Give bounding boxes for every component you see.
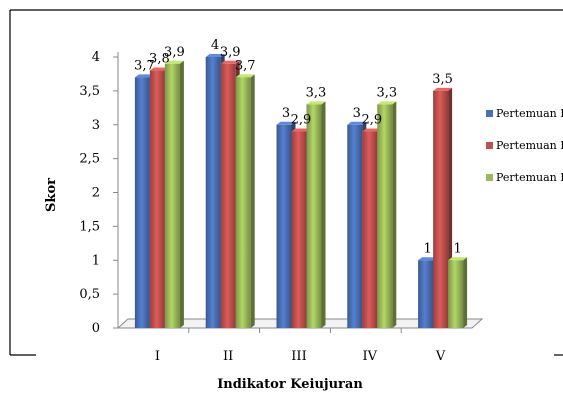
bar-side [250, 74, 255, 328]
bar-top [134, 74, 154, 78]
x-tick-label: II [223, 349, 233, 364]
bar-top [306, 101, 326, 105]
x-tick-label: I [155, 349, 160, 364]
x-tick-label: IV [363, 349, 378, 364]
bar-top [220, 60, 240, 64]
bar-front [433, 90, 449, 328]
data-label: 3,8 [149, 52, 170, 67]
y-tick-label: 0 [92, 321, 100, 336]
bar-pertemuan-iii-iii [306, 101, 326, 328]
bar-top [433, 87, 453, 91]
y-tick-label: 0,5 [79, 287, 100, 302]
data-label: 1 [453, 241, 461, 256]
data-label: 3,9 [164, 45, 185, 60]
legend-label: Pertemuan I [496, 107, 563, 120]
bar-top [418, 257, 438, 261]
y-tick-label: 2,5 [79, 152, 100, 167]
bar-top [347, 121, 367, 125]
bar-top [362, 128, 382, 132]
bar-side [463, 257, 468, 328]
bar-side [179, 60, 184, 329]
data-label: 3,7 [134, 58, 155, 73]
y-tick-label: 3 [92, 118, 100, 133]
legend-swatch [486, 110, 493, 117]
legend-item-2: Pertemuan II [486, 139, 563, 152]
legend-swatch [486, 174, 493, 181]
x-tick-label: III [291, 349, 306, 364]
bar-front [448, 260, 464, 328]
bar-top [164, 60, 184, 64]
bar-front [291, 131, 307, 328]
bar-pertemuan-iii-i [164, 60, 184, 329]
data-label: 2,9 [361, 113, 382, 128]
data-label: 3,3 [306, 85, 327, 100]
bar-front [377, 104, 393, 328]
bar-front [306, 104, 322, 328]
bar-top [235, 74, 255, 78]
data-label: 4 [211, 38, 219, 53]
bar-side [392, 101, 397, 328]
y-tick-label: 3,5 [79, 84, 100, 99]
bar-front [220, 63, 236, 329]
bar-top [448, 257, 468, 261]
legend-swatch [486, 142, 493, 149]
bar-front [418, 260, 434, 328]
bar-side [321, 101, 326, 328]
legend-item-1: Pertemuan I [486, 107, 563, 120]
data-label: 3,3 [376, 85, 397, 100]
bar-front [276, 124, 292, 328]
data-label: 1 [423, 241, 431, 256]
bar-front [134, 77, 150, 328]
bar-top [149, 67, 169, 71]
legend-label: Pertemuan III [496, 171, 563, 184]
legend-label: Pertemuan II [496, 139, 563, 152]
data-label: 3 [353, 106, 361, 121]
y-tick-label: 1 [92, 253, 100, 268]
bar-top [205, 54, 225, 57]
bar-top [291, 128, 311, 132]
legend-item-3: Pertemuan III [486, 171, 563, 184]
bar-front [149, 70, 165, 329]
y-axis-title: Skor [44, 178, 59, 212]
bar-pertemuan-iii-iv [377, 101, 397, 328]
data-label: 3,9 [220, 45, 241, 60]
bar-pertemuan-iii-v [448, 257, 468, 328]
y-tick-label: 2 [92, 186, 100, 201]
bar-top [377, 101, 397, 105]
x-tick-label: V [435, 349, 446, 364]
bar-front [347, 124, 363, 328]
x-axis-title: Indikator Keiujuran [217, 377, 363, 392]
bar-front [205, 57, 221, 328]
bar-front [235, 77, 251, 328]
y-tick-label: 1,5 [79, 219, 100, 234]
bar-front [362, 131, 378, 328]
data-label: 2,9 [291, 113, 312, 128]
bar-pertemuan-iii-ii [235, 74, 255, 328]
bar-top [276, 121, 296, 125]
data-label: 3,7 [235, 58, 256, 73]
data-label: 3 [282, 106, 290, 121]
y-tick-label: 4 [92, 50, 100, 65]
bar-front [164, 63, 180, 329]
data-label: 3,5 [432, 72, 453, 87]
